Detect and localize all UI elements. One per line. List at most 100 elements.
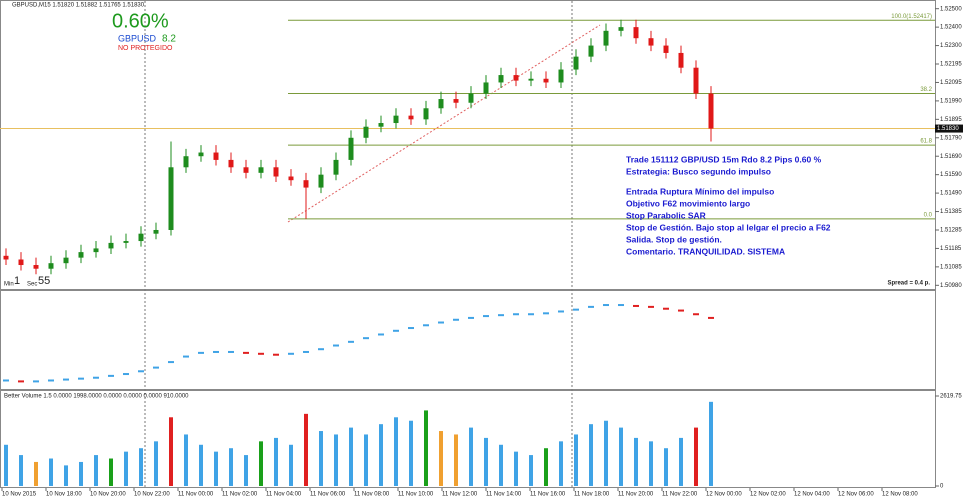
- candle-body: [48, 263, 54, 269]
- price-tag: [935, 124, 963, 133]
- volume-bar: [139, 448, 143, 486]
- volume-bar: [334, 434, 338, 486]
- candle-body: [678, 52, 684, 68]
- candle-body: [378, 123, 384, 127]
- candle-body: [438, 99, 444, 109]
- note: Estrategia: Busco segundo impulso: [626, 166, 771, 176]
- candle-body: [693, 67, 699, 94]
- timer-value: 1: [14, 275, 20, 287]
- fib-label: 38.2: [920, 87, 932, 93]
- x-tick-label: 10 Nov 2015: [2, 492, 37, 498]
- candle-body: [648, 38, 654, 46]
- x-tick-label: 11 Nov 22:00: [662, 492, 698, 498]
- candle-body: [618, 27, 624, 31]
- trend-line: [287, 24, 601, 223]
- oscillator-dot: [18, 380, 24, 383]
- x-tick-label: 12 Nov 08:00: [882, 492, 918, 498]
- volume-bar: [199, 444, 203, 486]
- volume-bar: [379, 424, 383, 486]
- oscillator-dot: [693, 313, 699, 316]
- note: Trade 151112 GBP/USD 15m Rdo 8.2 Pips 0.…: [626, 154, 822, 164]
- volume-bar: [424, 410, 428, 486]
- oscillator-dot: [543, 312, 549, 315]
- volume-bar: [619, 427, 623, 486]
- oscillator-dot: [453, 318, 459, 321]
- volume-bar: [244, 455, 248, 486]
- oscillator-dot: [93, 376, 99, 379]
- volume-bar: [409, 420, 413, 486]
- y-tick-label: 1.52300: [940, 43, 962, 49]
- x-tick-label: 11 Nov 18:00: [574, 492, 610, 498]
- volume-bar: [34, 461, 38, 486]
- fib-label: 100.0(1.52417): [891, 14, 932, 20]
- candle-body: [63, 257, 69, 264]
- candle-body: [393, 115, 399, 124]
- volume-bar: [349, 427, 353, 486]
- oscillator-dot: [393, 329, 399, 332]
- x-tick-label: 12 Nov 02:00: [750, 492, 786, 498]
- candle-body: [3, 255, 9, 260]
- oscillator-dot: [303, 350, 309, 353]
- volume-bar: [469, 427, 473, 486]
- x-tick-label: 11 Nov 10:00: [398, 492, 434, 498]
- oscillator-dot: [363, 337, 369, 340]
- volume-bar: [484, 437, 488, 486]
- volume-bar: [394, 417, 398, 486]
- x-tick-label: 11 Nov 16:00: [530, 492, 566, 498]
- volume-bar: [634, 437, 638, 486]
- volume-bar: [514, 451, 518, 486]
- oscillator-dot: [588, 305, 594, 308]
- candle-body: [243, 167, 249, 173]
- candle-body: [18, 259, 24, 266]
- volume-bar: [289, 444, 293, 486]
- symbol: GBPUSD: [118, 33, 157, 43]
- y-tick-label: 1.52500: [940, 6, 962, 12]
- volume-bar: [229, 448, 233, 486]
- volume-bar: [364, 434, 368, 486]
- oscillator-dot: [678, 309, 684, 312]
- oscillator-dot: [498, 314, 504, 317]
- note: Stop de Gestión. Bajo stop al lelgar el …: [626, 222, 831, 232]
- volume-bar: [499, 444, 503, 486]
- volume-bar: [214, 451, 218, 486]
- spread: Spread = 0.4 p.: [887, 281, 930, 287]
- x-tick-label: 11 Nov 04:00: [266, 492, 302, 498]
- oscillator-dot: [153, 366, 159, 369]
- candle-body: [258, 167, 264, 173]
- oscillator-dot: [573, 308, 579, 311]
- y-tick-label: 1.51085: [940, 264, 962, 270]
- oscillator-dot: [33, 380, 39, 383]
- y-tick-label: 1.52095: [940, 80, 962, 86]
- note: Salida. Stop de gestión.: [626, 234, 722, 244]
- volume-bar: [109, 458, 113, 486]
- candle-body: [363, 126, 369, 138]
- candle-body: [663, 45, 669, 53]
- oscillator-dot: [138, 370, 144, 373]
- oscillator-dot: [468, 316, 474, 319]
- volume-bar: [64, 465, 68, 486]
- x-tick-label: 11 Nov 00:00: [178, 492, 214, 498]
- volume-bar: [679, 437, 683, 486]
- pips: 8.2: [162, 34, 176, 45]
- note: Comentario. TRANQUILIDAD. SISTEMA: [626, 246, 785, 256]
- x-tick-label: 11 Nov 08:00: [354, 492, 390, 498]
- candle-body: [498, 75, 504, 83]
- candle-body: [228, 159, 234, 168]
- candle-body: [303, 180, 309, 188]
- x-tick-label: 11 Nov 12:00: [442, 492, 478, 498]
- volume-bar: [169, 417, 173, 486]
- oscillator-dot: [603, 304, 609, 307]
- volume-bar: [4, 444, 8, 486]
- oscillator-dot: [708, 316, 714, 319]
- candle-body: [423, 108, 429, 120]
- candle-body: [573, 56, 579, 70]
- volume-bar: [559, 441, 563, 486]
- volume-bar: [19, 455, 23, 486]
- oscillator-dot: [288, 352, 294, 355]
- volume-bar: [124, 451, 128, 486]
- volume-bar: [94, 455, 98, 486]
- timer-label: Sec: [27, 282, 37, 288]
- note: Entrada Ruptura Mínimo del impulso: [626, 186, 774, 196]
- y-tick-label: 1.51285: [940, 228, 962, 234]
